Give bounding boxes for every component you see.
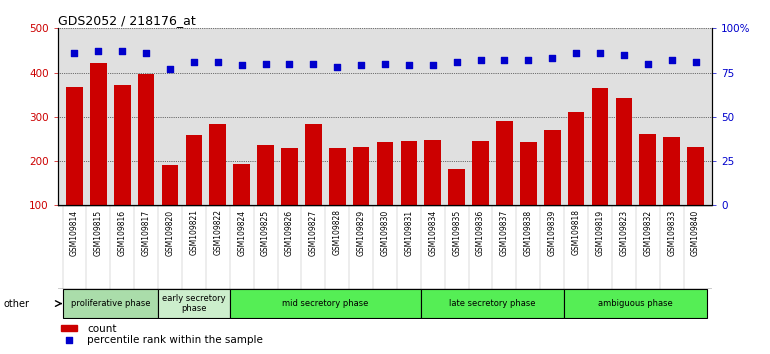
Text: GSM109837: GSM109837 <box>500 210 509 256</box>
Bar <box>61 325 77 331</box>
Text: GSM109836: GSM109836 <box>476 210 485 256</box>
FancyBboxPatch shape <box>564 289 708 318</box>
Bar <box>138 74 155 250</box>
Text: GSM109838: GSM109838 <box>524 210 533 256</box>
Bar <box>663 137 680 250</box>
Point <box>307 61 320 67</box>
FancyBboxPatch shape <box>158 289 229 318</box>
Point <box>522 57 534 63</box>
Text: other: other <box>4 298 30 309</box>
Bar <box>377 142 393 250</box>
Bar <box>90 63 107 250</box>
Bar <box>209 124 226 250</box>
Text: GSM109819: GSM109819 <box>595 210 604 256</box>
Bar <box>162 165 179 250</box>
Point <box>474 57 487 63</box>
Point <box>331 64 343 70</box>
Text: GSM109840: GSM109840 <box>691 210 700 256</box>
Text: GSM109839: GSM109839 <box>547 210 557 256</box>
Point <box>403 63 415 68</box>
Point <box>689 59 701 65</box>
Point <box>116 48 129 54</box>
Bar <box>472 141 489 250</box>
Bar <box>400 141 417 250</box>
Text: GSM109824: GSM109824 <box>237 210 246 256</box>
Text: GSM109814: GSM109814 <box>70 210 79 256</box>
Point <box>188 59 200 65</box>
Bar <box>639 134 656 250</box>
Text: GSM109833: GSM109833 <box>667 210 676 256</box>
Text: GSM109816: GSM109816 <box>118 210 127 256</box>
Text: GSM109832: GSM109832 <box>643 210 652 256</box>
Point <box>236 63 248 68</box>
Point <box>570 50 582 56</box>
Text: GSM109829: GSM109829 <box>357 210 366 256</box>
Text: GSM109820: GSM109820 <box>166 210 175 256</box>
Bar <box>305 124 322 250</box>
Point <box>379 61 391 67</box>
Point <box>69 50 81 56</box>
Point <box>427 63 439 68</box>
Text: GSM109825: GSM109825 <box>261 210 270 256</box>
Text: GSM109830: GSM109830 <box>380 210 390 256</box>
Text: proliferative phase: proliferative phase <box>71 299 150 308</box>
Bar <box>114 85 131 250</box>
Text: GSM109827: GSM109827 <box>309 210 318 256</box>
Point <box>259 61 272 67</box>
Point <box>498 57 511 63</box>
Bar <box>281 148 298 250</box>
Text: GSM109821: GSM109821 <box>189 210 199 256</box>
Point <box>355 63 367 68</box>
Bar <box>424 140 441 250</box>
Text: late secretory phase: late secretory phase <box>449 299 536 308</box>
Point <box>164 66 176 72</box>
Point <box>140 50 152 56</box>
Text: GSM109828: GSM109828 <box>333 210 342 256</box>
Text: GSM109815: GSM109815 <box>94 210 103 256</box>
Text: GSM109834: GSM109834 <box>428 210 437 256</box>
Text: percentile rank within the sample: percentile rank within the sample <box>87 335 263 345</box>
Bar <box>66 87 83 250</box>
Point <box>546 56 558 61</box>
FancyBboxPatch shape <box>229 289 421 318</box>
Point <box>594 50 606 56</box>
Point <box>450 59 463 65</box>
FancyBboxPatch shape <box>62 289 158 318</box>
Point <box>665 57 678 63</box>
Point <box>618 52 630 58</box>
Text: GSM109831: GSM109831 <box>404 210 413 256</box>
Text: ambiguous phase: ambiguous phase <box>598 299 673 308</box>
Text: GSM109826: GSM109826 <box>285 210 294 256</box>
Text: early secretory
phase: early secretory phase <box>162 294 226 313</box>
Text: GDS2052 / 218176_at: GDS2052 / 218176_at <box>58 14 196 27</box>
Bar <box>591 88 608 250</box>
Text: GSM109835: GSM109835 <box>452 210 461 256</box>
Text: count: count <box>87 324 117 334</box>
Bar <box>353 147 370 250</box>
Bar <box>544 130 561 250</box>
Text: GSM109822: GSM109822 <box>213 210 223 256</box>
Bar <box>520 142 537 250</box>
Bar <box>567 113 584 250</box>
Text: GSM109823: GSM109823 <box>619 210 628 256</box>
Bar <box>186 135 203 250</box>
FancyBboxPatch shape <box>421 289 564 318</box>
Bar <box>615 98 632 250</box>
Point <box>92 48 105 54</box>
Bar <box>448 169 465 250</box>
Bar <box>687 147 704 250</box>
Text: mid secretory phase: mid secretory phase <box>282 299 369 308</box>
Bar <box>233 164 250 250</box>
Text: GSM109817: GSM109817 <box>142 210 151 256</box>
Bar <box>329 148 346 250</box>
Point <box>62 337 75 343</box>
Point <box>212 59 224 65</box>
Bar <box>496 121 513 250</box>
Point <box>283 61 296 67</box>
Text: GSM109818: GSM109818 <box>571 210 581 256</box>
Bar <box>257 145 274 250</box>
Point <box>641 61 654 67</box>
